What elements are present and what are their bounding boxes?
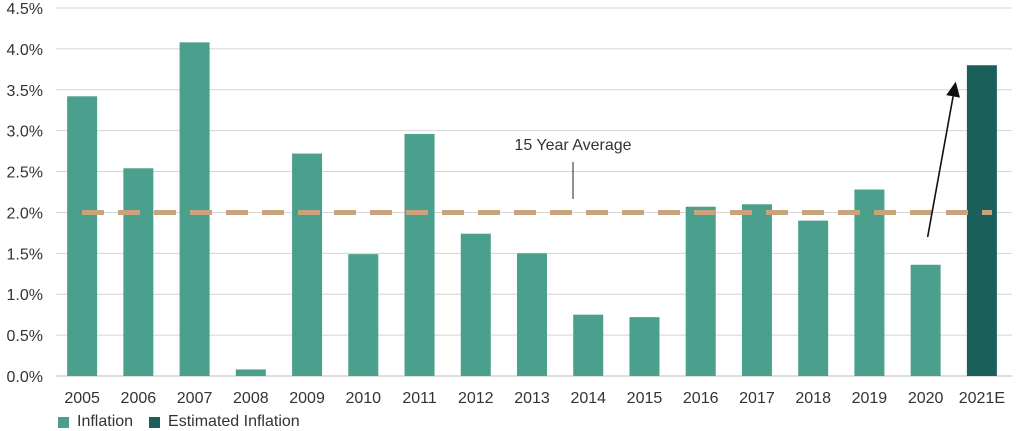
legend-label-inflation: Inflation <box>77 413 134 430</box>
legend-swatch-inflation <box>58 416 69 428</box>
average-label: 15 Year Average <box>514 137 631 154</box>
x-tick-label: 2005 <box>64 390 100 407</box>
x-tick-label: 2009 <box>289 390 325 407</box>
x-tick-label: 2010 <box>345 390 381 407</box>
x-tick-label: 2012 <box>458 390 494 407</box>
trend-arrow-group <box>926 81 960 238</box>
arrow-head <box>946 81 960 98</box>
x-tick-label: 2019 <box>852 390 888 407</box>
bar <box>685 206 716 376</box>
bar <box>517 253 547 376</box>
x-tick-label: 2020 <box>908 390 944 407</box>
legend-item-inflation: Inflation <box>58 413 133 431</box>
bars <box>67 42 997 376</box>
y-tick-label: 0.5% <box>7 328 43 345</box>
bar <box>67 96 98 376</box>
legend-swatch-estimated <box>149 416 161 428</box>
arrow-shaft <box>926 96 954 238</box>
y-tick-label: 0.0% <box>7 369 43 386</box>
bar <box>798 220 829 376</box>
inflation-bar-chart: 0.0% 0.5% 1.0% 1.5% 2.0% 2.5% 3.0% 3.5% 4.0% 4.5%… <box>7 1 1012 407</box>
x-tick-label: 2007 <box>177 390 213 407</box>
bar <box>854 189 885 376</box>
bar-estimated <box>966 65 997 376</box>
bar <box>292 153 323 376</box>
bar <box>404 133 435 376</box>
bar <box>179 42 210 376</box>
legend-label-estimated: Estimated Inflation <box>168 413 300 430</box>
x-tick-label: 2014 <box>570 390 606 407</box>
bar <box>629 317 660 376</box>
y-tick-label: 1.0% <box>7 287 43 304</box>
x-tick-label: 2013 <box>514 390 550 407</box>
legend: Inflation Estimated Inflation <box>58 413 316 431</box>
bar <box>460 233 491 376</box>
y-tick-label: 2.0% <box>7 205 43 222</box>
y-tick-label: 4.0% <box>7 42 43 59</box>
bar <box>348 254 379 376</box>
y-tick-label: 3.0% <box>7 124 43 141</box>
bar <box>741 204 772 376</box>
x-tick-label: 2015 <box>627 390 663 407</box>
y-tick-label: 3.5% <box>7 83 43 100</box>
bar <box>235 369 266 376</box>
y-tick-label: 1.5% <box>7 246 43 263</box>
legend-item-estimated: Estimated Inflation <box>149 413 300 431</box>
x-tick-label: 2021E <box>959 390 1005 407</box>
x-tick-label: 2017 <box>739 390 775 407</box>
bar <box>573 314 604 376</box>
x-axis-tick-labels: 2005 2006 2007 2008 2009 2010 2011 2012 2013 2014… <box>64 390 1005 407</box>
bar <box>910 264 941 376</box>
x-tick-label: 2016 <box>683 390 719 407</box>
y-tick-label: 2.5% <box>7 165 43 182</box>
y-tick-label: 4.5% <box>7 1 43 18</box>
x-tick-label: 2008 <box>233 390 269 407</box>
y-axis-tick-labels: 0.0% 0.5% 1.0% 1.5% 2.0% 2.5% 3.0% 3.5% 4.0% 4.5% <box>7 1 43 386</box>
x-tick-label: 2011 <box>402 390 437 407</box>
x-tick-label: 2018 <box>795 390 831 407</box>
bar <box>123 168 154 376</box>
x-tick-label: 2006 <box>121 390 157 407</box>
average-line-group: 15 Year Average <box>82 137 992 215</box>
